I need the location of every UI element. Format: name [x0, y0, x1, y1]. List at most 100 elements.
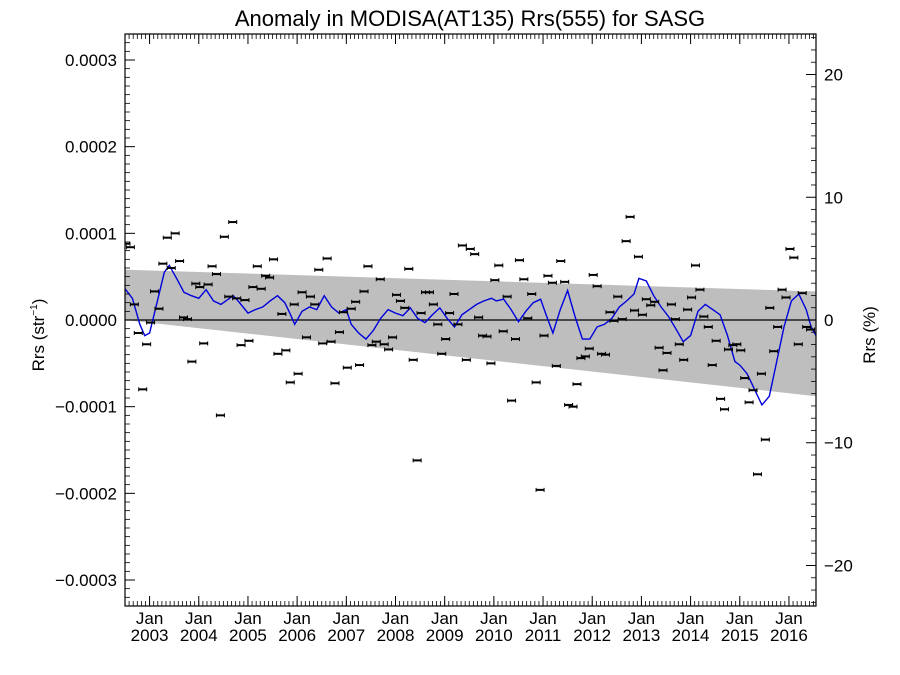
data-point — [211, 272, 221, 277]
data-point — [375, 277, 385, 282]
data-point — [514, 258, 524, 263]
data-point — [166, 266, 176, 270]
data-point — [785, 246, 795, 251]
data-point — [379, 342, 389, 347]
data-point — [531, 380, 541, 385]
data-point — [240, 298, 250, 303]
data-point — [502, 294, 512, 299]
data-point — [556, 259, 566, 264]
data-point — [658, 368, 668, 373]
data-point — [539, 333, 549, 338]
x-tick-label-month: Jan — [775, 609, 802, 628]
data-point — [695, 287, 705, 292]
data-point — [150, 289, 160, 294]
data-point — [474, 315, 484, 320]
data-point — [674, 342, 684, 347]
x-tick-label-month: Jan — [283, 609, 310, 628]
data-point — [269, 257, 279, 262]
x-tick-label-month: Jan — [480, 609, 507, 628]
data-point — [777, 287, 787, 292]
data-point — [752, 472, 762, 477]
data-point — [391, 292, 401, 297]
y2-axis-title: Rrs (%) — [860, 306, 879, 364]
x-tick-label-month: Jan — [431, 609, 458, 628]
y-tick-label: 0.0001 — [65, 224, 117, 243]
data-point — [457, 243, 467, 248]
data-point — [679, 357, 689, 362]
x-tick-label-year: 2007 — [327, 626, 365, 645]
data-point — [289, 302, 299, 307]
x-tick-label-year: 2011 — [525, 626, 562, 645]
data-point — [486, 361, 496, 366]
data-point — [572, 382, 582, 387]
x-tick-label-month: Jan — [333, 609, 360, 628]
data-point — [133, 331, 143, 335]
data-point — [650, 299, 660, 304]
data-point — [646, 303, 656, 308]
data-point — [416, 311, 426, 316]
data-point — [568, 404, 578, 409]
data-point — [252, 264, 262, 269]
data-point — [625, 214, 635, 219]
data-point — [617, 317, 627, 322]
data-point — [301, 335, 311, 340]
data-point — [125, 245, 135, 250]
data-point — [621, 239, 631, 244]
data-point — [162, 235, 172, 240]
data-point — [736, 348, 746, 353]
data-point — [182, 317, 192, 322]
data-point — [654, 345, 664, 350]
data-point — [560, 279, 570, 284]
data-point — [273, 351, 283, 356]
x-tick-label-year: 2004 — [180, 626, 218, 645]
data-point — [781, 295, 791, 300]
x-tick-label-month: Jan — [234, 609, 261, 628]
y2-tick-label: 10 — [824, 188, 843, 207]
data-point — [527, 292, 537, 296]
data-point — [203, 282, 213, 287]
data-point — [346, 306, 356, 311]
data-point — [408, 357, 418, 362]
data-point — [630, 308, 640, 313]
data-point — [802, 324, 812, 329]
data-point — [256, 286, 266, 291]
data-point — [711, 338, 721, 343]
data-point — [769, 349, 779, 354]
data-point — [199, 341, 209, 346]
data-point — [470, 252, 480, 257]
y2-tick-label: −10 — [824, 434, 853, 453]
data-point — [662, 350, 672, 355]
data-point — [760, 437, 770, 442]
data-point — [191, 281, 201, 286]
y-axis-title: Rrs (str−1) — [29, 299, 48, 372]
y2-tick-label: 20 — [824, 66, 843, 85]
y-tick-label: −0.0001 — [55, 398, 117, 417]
x-tick-label-month: Jan — [677, 609, 704, 628]
data-point — [523, 316, 533, 321]
data-point — [551, 363, 561, 368]
data-point — [445, 311, 455, 316]
data-point — [588, 272, 598, 277]
y-tick-label: 0.0002 — [65, 138, 117, 157]
y-tick-label: 0.0003 — [65, 51, 117, 70]
data-point — [793, 342, 803, 347]
data-point — [359, 289, 369, 294]
plot-content — [125, 214, 816, 492]
data-point — [806, 327, 816, 332]
x-tick-label-month: Jan — [185, 609, 212, 628]
data-point — [363, 264, 373, 269]
data-point — [158, 261, 168, 266]
data-point — [748, 388, 758, 393]
data-point — [498, 329, 508, 334]
x-tick-label-year: 2003 — [131, 626, 169, 645]
data-point — [170, 231, 180, 236]
data-point — [326, 339, 336, 344]
data-point — [207, 264, 217, 269]
data-point — [789, 255, 799, 260]
data-point — [453, 322, 463, 327]
data-point — [395, 298, 405, 303]
data-point — [716, 396, 726, 401]
data-point — [433, 322, 443, 327]
uncertainty-band — [125, 269, 816, 397]
